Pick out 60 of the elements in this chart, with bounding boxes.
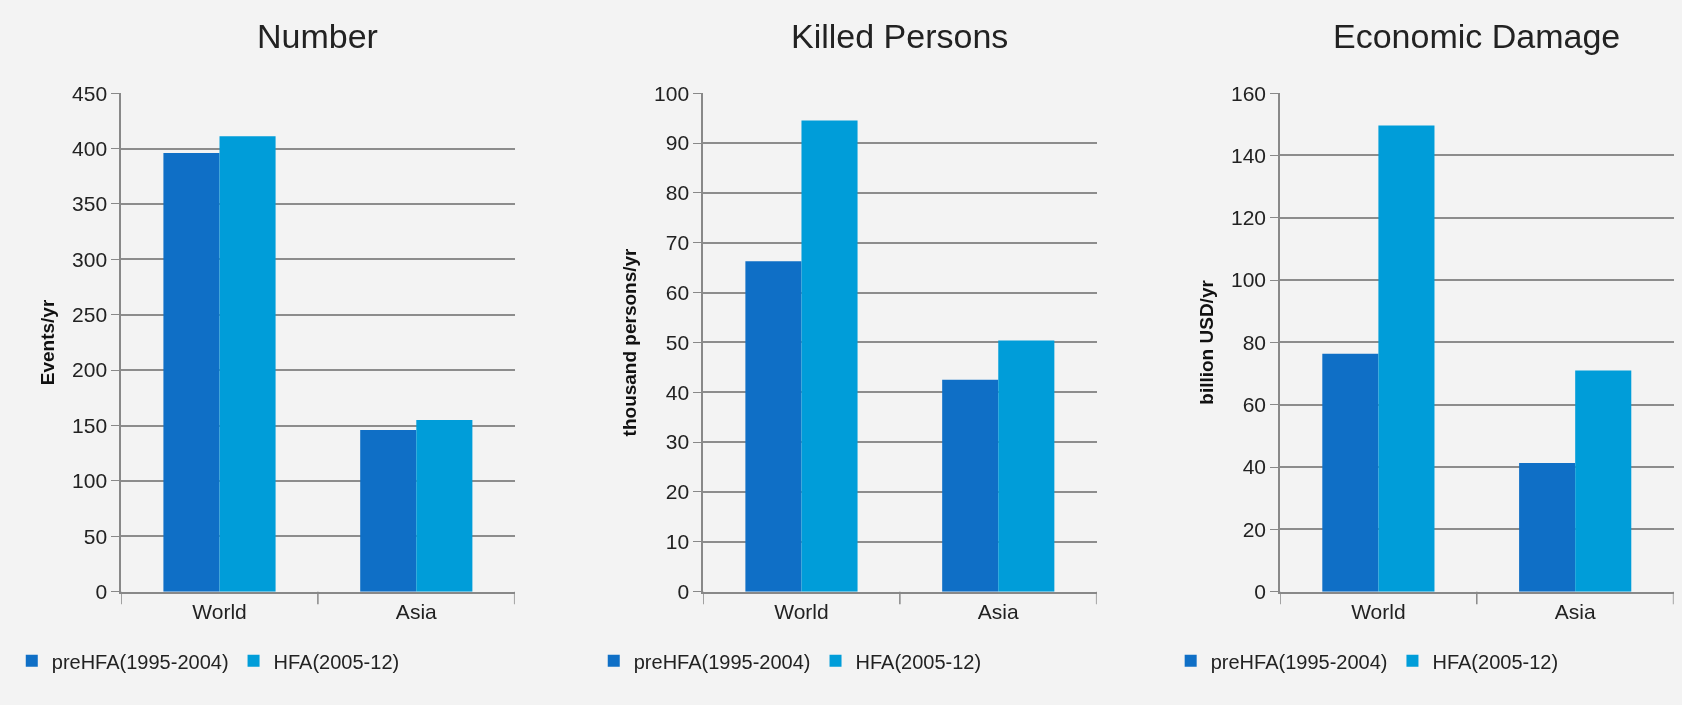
- y-tick-label: 100: [72, 469, 108, 493]
- bar: [163, 152, 220, 592]
- legend-label: preHFA(1995-2004): [1210, 650, 1388, 673]
- y-tick-label: 200: [72, 358, 108, 382]
- y-tick-label: 40: [1242, 455, 1267, 479]
- x-tick-label: Asia: [977, 599, 1020, 623]
- bar: [416, 419, 473, 592]
- x-tick-label: Asia: [395, 599, 438, 623]
- y-tick-label: 400: [72, 136, 108, 160]
- x-tick-label: World: [192, 599, 247, 623]
- x-tick-label: World: [774, 599, 829, 623]
- chart-title: Number: [257, 17, 378, 55]
- y-tick-label: 120: [1231, 206, 1267, 230]
- bar: [801, 120, 858, 592]
- x-tick-label: World: [1351, 599, 1406, 623]
- legend-label: HFA(2005-12): [273, 650, 400, 673]
- y-tick-label: 160: [1231, 81, 1267, 105]
- y-tick-label: 50: [665, 330, 690, 354]
- y-tick-label: 60: [1242, 393, 1267, 417]
- bar: [1322, 353, 1379, 592]
- bar: [219, 136, 276, 592]
- y-axis-title: Events/yr: [37, 299, 59, 386]
- y-tick-label: 40: [665, 380, 690, 404]
- legend-label: HFA(2005-12): [855, 650, 982, 673]
- y-tick-label: 80: [665, 181, 690, 205]
- y-tick-label: 90: [665, 131, 690, 155]
- y-tick-label: 350: [72, 192, 108, 216]
- y-tick-label: 60: [665, 280, 690, 304]
- y-tick-label: 300: [72, 247, 108, 271]
- y-tick-label: 100: [654, 81, 690, 105]
- y-tick-label: 250: [72, 303, 108, 327]
- bar: [942, 379, 999, 592]
- legend-label: preHFA(1995-2004): [633, 650, 811, 673]
- bar: [1378, 125, 1435, 592]
- y-tick-label: 0: [1254, 580, 1267, 604]
- chart-title: Economic Damage: [1333, 17, 1621, 55]
- y-axis-title: thousand persons/yr: [619, 247, 641, 437]
- y-axis-title: billion USD/yr: [1196, 279, 1218, 405]
- y-tick-label: 20: [1242, 517, 1267, 541]
- legend-label: HFA(2005-12): [1432, 650, 1559, 673]
- y-tick-label: 450: [72, 81, 108, 105]
- y-tick-label: 70: [665, 231, 690, 255]
- y-tick-label: 0: [95, 580, 108, 604]
- y-tick-label: 20: [665, 480, 690, 504]
- y-tick-label: 140: [1231, 143, 1267, 167]
- y-tick-label: 50: [83, 524, 108, 548]
- y-tick-label: 80: [1242, 330, 1267, 354]
- legend-label: preHFA(1995-2004): [51, 650, 229, 673]
- bar: [1575, 370, 1632, 592]
- y-tick-label: 100: [1231, 268, 1267, 292]
- bar: [745, 261, 802, 592]
- bar: [998, 340, 1055, 592]
- y-tick-label: 0: [677, 580, 690, 604]
- bar: [360, 429, 417, 592]
- y-tick-label: 150: [72, 413, 108, 437]
- y-tick-label: 10: [665, 530, 690, 554]
- chart-title: Killed Persons: [791, 17, 1009, 55]
- bar: [1519, 463, 1576, 592]
- y-tick-label: 30: [665, 430, 690, 454]
- x-tick-label: Asia: [1554, 599, 1596, 623]
